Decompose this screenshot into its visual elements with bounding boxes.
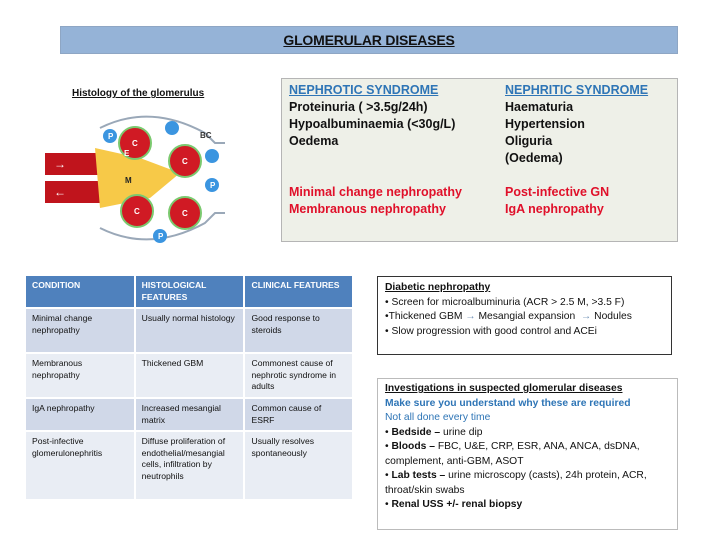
- nephrotic-heading: NEPHROTIC SYNDROME: [289, 83, 439, 97]
- diabetic-heading: Diabetic nephropathy: [385, 282, 491, 293]
- table-row: IgA nephropathy Increased mesangial matr…: [26, 397, 354, 433]
- label-c: C: [132, 139, 138, 148]
- arrow-right-icon: →: [580, 311, 592, 322]
- arrow-in-icon: →: [54, 157, 66, 171]
- diabetic-line: •Thickened GBM → Mesangial expansion → N…: [385, 310, 664, 325]
- diabetic-nephropathy-box: Diabetic nephropathy • Screen for microa…: [377, 276, 672, 355]
- table-cell: Good response to steroids: [244, 308, 354, 355]
- slide-title: GLOMERULAR DISEASES: [283, 32, 455, 48]
- table-cell: IgA nephropathy: [26, 397, 136, 433]
- table-cell: Post-infective glomerulonephritis: [26, 431, 136, 502]
- label-e: E: [124, 149, 130, 158]
- nephrotic-feature: Proteinuria ( >3.5g/24h): [289, 100, 428, 114]
- label-bc: BC: [200, 131, 212, 140]
- nephritic-cause: Post-infective GN: [505, 185, 610, 199]
- syndromes-box: NEPHROTIC SYNDROME Proteinuria ( >3.5g/2…: [281, 78, 678, 242]
- glomerulus-diagram: → ← C C C C E P P P M BC: [45, 115, 225, 243]
- table-row: Post-infective glomerulonephritis Diffus…: [26, 431, 354, 502]
- investigations-note: Not all done every time: [385, 412, 491, 423]
- table-cell: Common cause of ESRF: [244, 397, 354, 433]
- label-m: M: [125, 176, 132, 185]
- nephritic-heading: NEPHRITIC SYNDROME: [505, 83, 649, 97]
- nephritic-cause: IgA nephropathy: [505, 202, 604, 216]
- investigation-item: • Lab tests – urine microscopy (casts), …: [385, 470, 647, 496]
- table-cell: Diffuse proliferation of endothelial/mes…: [134, 431, 246, 502]
- table-cell: Minimal change nephropathy: [26, 308, 136, 355]
- histology-caption: Histology of the glomerulus: [72, 88, 205, 99]
- investigations-heading: Investigations in suspected glomerular d…: [385, 383, 623, 394]
- arrow-right-icon: →: [465, 311, 476, 322]
- diabetic-step: Nodules: [594, 311, 632, 322]
- diabetic-line: • Slow progression with good control and…: [385, 325, 597, 337]
- header-condition: CONDITION: [26, 276, 136, 310]
- table-cell: Thickened GBM: [134, 353, 246, 399]
- diabetic-step: •Thickened GBM: [385, 311, 463, 322]
- header-clinical: CLINICAL FEATURES: [244, 276, 354, 310]
- nephritic-feature: Hypertension: [505, 117, 585, 131]
- nephrotic-feature: Oedema: [289, 134, 339, 148]
- diabetic-step: Mesangial expansion: [478, 311, 576, 322]
- investigation-item: • Bedside – urine dip: [385, 426, 483, 438]
- table-cell: Increased mesangial matrix: [134, 397, 246, 433]
- table-cell: Usually resolves spontaneously: [244, 431, 354, 502]
- diabetic-line: • Screen for microalbuminuria (ACR > 2.5…: [385, 296, 625, 308]
- label-c: C: [182, 209, 188, 218]
- header-histological: HISTOLOGICAL FEATURES: [134, 276, 246, 310]
- label-c: C: [134, 207, 140, 216]
- table-cell: Commonest cause of nephrotic syndrome in…: [244, 353, 354, 399]
- label-p: P: [158, 232, 164, 241]
- nephrotic-column: NEPHROTIC SYNDROME Proteinuria ( >3.5g/2…: [289, 82, 462, 218]
- table-cell: Membranous nephropathy: [26, 353, 136, 399]
- label-c: C: [182, 157, 188, 166]
- label-p: P: [210, 181, 216, 190]
- investigations-note: Make sure you understand why these are r…: [385, 397, 631, 409]
- investigation-item: • Renal USS +/- renal biopsy: [385, 499, 523, 510]
- investigation-item: • Bloods – FBC, U&E, CRP, ESR, ANA, ANCA…: [385, 441, 640, 467]
- nephritic-column: NEPHRITIC SYNDROME Haematuria Hypertensi…: [505, 82, 648, 218]
- nephrotic-cause: Membranous nephropathy: [289, 202, 446, 216]
- table-cell: Usually normal histology: [134, 308, 246, 355]
- label-p: P: [108, 132, 114, 141]
- table-header-row: CONDITION HISTOLOGICAL FEATURES CLINICAL…: [26, 276, 354, 310]
- table-row: Membranous nephropathy Thickened GBM Com…: [26, 353, 354, 399]
- nephritic-feature: Oliguria: [505, 134, 553, 148]
- nephritic-feature: Haematuria: [505, 100, 574, 114]
- table-row: Minimal change nephropathy Usually norma…: [26, 308, 354, 355]
- nephritic-feature: (Oedema): [505, 151, 563, 165]
- nephrotic-feature: Hypoalbuminaemia (<30g/L): [289, 117, 456, 131]
- conditions-table: CONDITION HISTOLOGICAL FEATURES CLINICAL…: [26, 276, 354, 502]
- nephrotic-cause: Minimal change nephropathy: [289, 185, 462, 199]
- investigations-box: Investigations in suspected glomerular d…: [377, 378, 678, 530]
- arrow-out-icon: ←: [54, 185, 66, 199]
- title-bar: GLOMERULAR DISEASES: [60, 26, 678, 54]
